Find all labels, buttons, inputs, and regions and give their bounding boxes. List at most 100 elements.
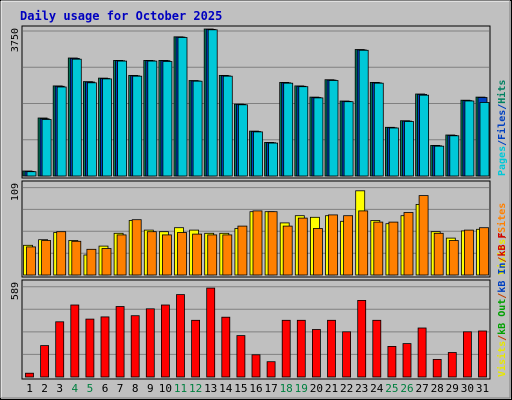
bar-kb-f-day-30 bbox=[462, 331, 472, 378]
bar-kb-f-day-31 bbox=[478, 330, 487, 378]
bar-kb-f-day-5 bbox=[85, 318, 95, 378]
bar-pages-day-1 bbox=[26, 171, 37, 177]
legend-entry: kB In bbox=[497, 263, 508, 293]
panel-visits-sites: 109 Visits/Sites bbox=[10, 180, 508, 278]
bar-pages-day-20 bbox=[313, 97, 324, 177]
x-tick-label: 16 bbox=[249, 382, 262, 395]
bar-kb-f-day-9 bbox=[145, 308, 155, 378]
legend-entry: / bbox=[497, 233, 508, 239]
bar-pages-day-30 bbox=[464, 100, 475, 177]
bar-pages-day-6 bbox=[102, 78, 112, 177]
bar-sites-day-22 bbox=[343, 215, 354, 276]
bar-pages-day-14 bbox=[222, 75, 233, 177]
x-tick-label: 5 bbox=[87, 382, 94, 395]
bar-sites-day-31 bbox=[479, 227, 489, 276]
x-tick-label: 4 bbox=[71, 382, 78, 395]
bar-pages-day-22 bbox=[343, 101, 354, 177]
bar-kb-f-day-16 bbox=[251, 354, 261, 378]
bar-kb-f-day-14 bbox=[221, 316, 231, 378]
bar-sites-day-28 bbox=[433, 232, 444, 276]
chart-title: Daily usage for October 2025 bbox=[20, 9, 222, 23]
bar-kb-f-day-28 bbox=[432, 358, 442, 378]
bar-sites-day-8 bbox=[131, 219, 142, 276]
bar-pages-day-8 bbox=[132, 75, 143, 177]
x-tick-label: 3 bbox=[56, 382, 63, 395]
legend-entry: Visits bbox=[496, 341, 508, 377]
bar-pages-day-25 bbox=[388, 127, 399, 177]
x-tick-label: 25 bbox=[385, 382, 398, 395]
x-tick-label: 15 bbox=[234, 382, 247, 395]
bar-pages-day-11 bbox=[177, 37, 188, 177]
bar-pages-day-10 bbox=[162, 61, 173, 177]
x-tick-label: 8 bbox=[132, 382, 139, 395]
bar-sites-day-6 bbox=[101, 248, 112, 276]
y-axis-max-label: 589 bbox=[10, 282, 21, 300]
x-tick-label: 1 bbox=[26, 382, 33, 395]
legend-entry: / bbox=[497, 293, 508, 299]
bar-sites-day-27 bbox=[418, 195, 429, 276]
bar-kb-f-day-22 bbox=[342, 331, 352, 378]
x-tick-label: 31 bbox=[476, 382, 489, 395]
y-axis-max-label: 109 bbox=[10, 183, 21, 201]
bar-pages-day-7 bbox=[117, 60, 127, 177]
x-tick-label: 20 bbox=[310, 382, 323, 395]
bar-sites-day-11 bbox=[177, 232, 187, 276]
legend-entry: / bbox=[497, 335, 508, 341]
bar-kb-f-day-3 bbox=[55, 321, 65, 378]
bar-pages-day-21 bbox=[328, 80, 339, 177]
bar-sites-day-4 bbox=[71, 240, 82, 276]
x-tick-label: 12 bbox=[189, 382, 202, 395]
bar-kb-f-day-24 bbox=[372, 319, 382, 378]
bar-kb-f-day-1 bbox=[25, 372, 34, 378]
y-axis-max-label: 3750 bbox=[10, 28, 21, 52]
x-tick-label: 27 bbox=[415, 382, 428, 395]
x-tick-label: 7 bbox=[117, 382, 124, 395]
bar-sites-day-10 bbox=[161, 234, 172, 276]
bar-kb-f-day-29 bbox=[447, 352, 457, 378]
legend-entry: Pages bbox=[497, 146, 508, 176]
x-tick-label: 18 bbox=[280, 382, 293, 395]
legend-entry: / bbox=[497, 104, 508, 110]
bar-sites-day-15 bbox=[237, 225, 248, 276]
bar-kb-f-day-20 bbox=[311, 329, 321, 378]
bar-kb-f-day-4 bbox=[70, 304, 80, 378]
bar-sites-day-19 bbox=[297, 217, 308, 276]
x-tick-label: 24 bbox=[370, 382, 384, 395]
bar-pages-day-18 bbox=[283, 82, 294, 177]
legend-entry: kB F bbox=[497, 232, 508, 256]
bar-sites-day-24 bbox=[373, 221, 384, 276]
x-tick-label: 11 bbox=[174, 382, 187, 395]
chart-panels: 3750Pages/Files/Hits109Visits/Sites589Vi… bbox=[10, 25, 508, 380]
x-tick-label: 22 bbox=[340, 382, 353, 395]
bar-sites-day-17 bbox=[267, 211, 278, 276]
bar-sites-day-18 bbox=[282, 225, 293, 276]
bar-sites-day-5 bbox=[86, 248, 97, 276]
bar-sites-day-14 bbox=[222, 234, 233, 276]
bar-sites-day-7 bbox=[116, 234, 127, 276]
legend-entry: / bbox=[497, 140, 508, 146]
bar-kb-f-day-6 bbox=[100, 316, 110, 378]
x-axis-labels: 1 2 3 4 5 6 7 8 9 10 11 12 13 14 15 16 17 18 19 20 21 22 23 24 2… bbox=[26, 382, 489, 395]
bar-sites-day-26 bbox=[403, 212, 414, 276]
bar-kb-f-day-27 bbox=[417, 327, 427, 378]
x-tick-label: 19 bbox=[295, 382, 308, 395]
bar-pages-day-3 bbox=[56, 86, 67, 177]
bar-sites-day-29 bbox=[448, 240, 459, 276]
bar-pages-day-17 bbox=[268, 142, 279, 177]
bar-pages-day-15 bbox=[237, 104, 248, 177]
x-tick-label: 10 bbox=[159, 382, 172, 395]
bar-pages-day-9 bbox=[147, 60, 158, 177]
bar-pages-day-19 bbox=[298, 86, 309, 177]
x-tick-label: 26 bbox=[400, 382, 413, 395]
series-legend: Visits/Sites bbox=[496, 203, 508, 275]
x-tick-label: 2 bbox=[41, 382, 48, 395]
bar-pages-day-2 bbox=[41, 119, 52, 177]
bar-sites-day-16 bbox=[252, 210, 263, 276]
x-tick-label: 9 bbox=[147, 382, 154, 395]
bar-pages-day-4 bbox=[71, 58, 82, 177]
bar-kb-f-day-12 bbox=[191, 319, 201, 378]
bar-kb-f-day-11 bbox=[176, 294, 185, 378]
bar-sites-day-2 bbox=[41, 240, 51, 276]
